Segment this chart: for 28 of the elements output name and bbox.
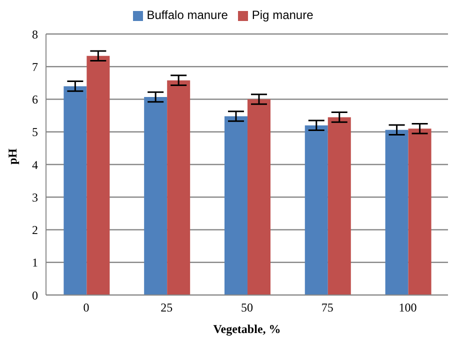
bar <box>64 86 87 295</box>
x-tick-label: 0 <box>83 300 90 315</box>
x-tick-label: 75 <box>321 300 334 315</box>
y-tick-label: 2 <box>32 223 38 238</box>
y-tick-label: 1 <box>32 256 38 270</box>
x-tick-label: 50 <box>241 300 253 315</box>
x-tick-label: 100 <box>398 300 417 315</box>
bar <box>167 80 190 295</box>
y-tick-label: 0 <box>32 288 38 302</box>
y-tick-label: 6 <box>32 92 38 107</box>
bar <box>224 116 248 295</box>
y-axis-title: pH <box>5 148 20 164</box>
bar <box>385 130 408 295</box>
x-tick-label: 25 <box>160 300 173 315</box>
legend-label: Buffalo manure <box>146 8 228 22</box>
bar <box>304 125 328 295</box>
y-tick-label: 3 <box>32 190 38 204</box>
y-tick-label: 8 <box>32 27 38 42</box>
y-tick-label: 7 <box>32 60 38 74</box>
bar <box>328 117 351 295</box>
y-tick-label: 4 <box>32 158 38 172</box>
bar <box>86 56 110 295</box>
y-tick-label: 5 <box>32 125 38 140</box>
bar <box>247 99 270 295</box>
bar <box>144 96 168 295</box>
bar <box>408 128 432 295</box>
x-axis-title: Vegetable, % <box>213 322 281 336</box>
legend-label: Pig manure <box>252 8 314 22</box>
